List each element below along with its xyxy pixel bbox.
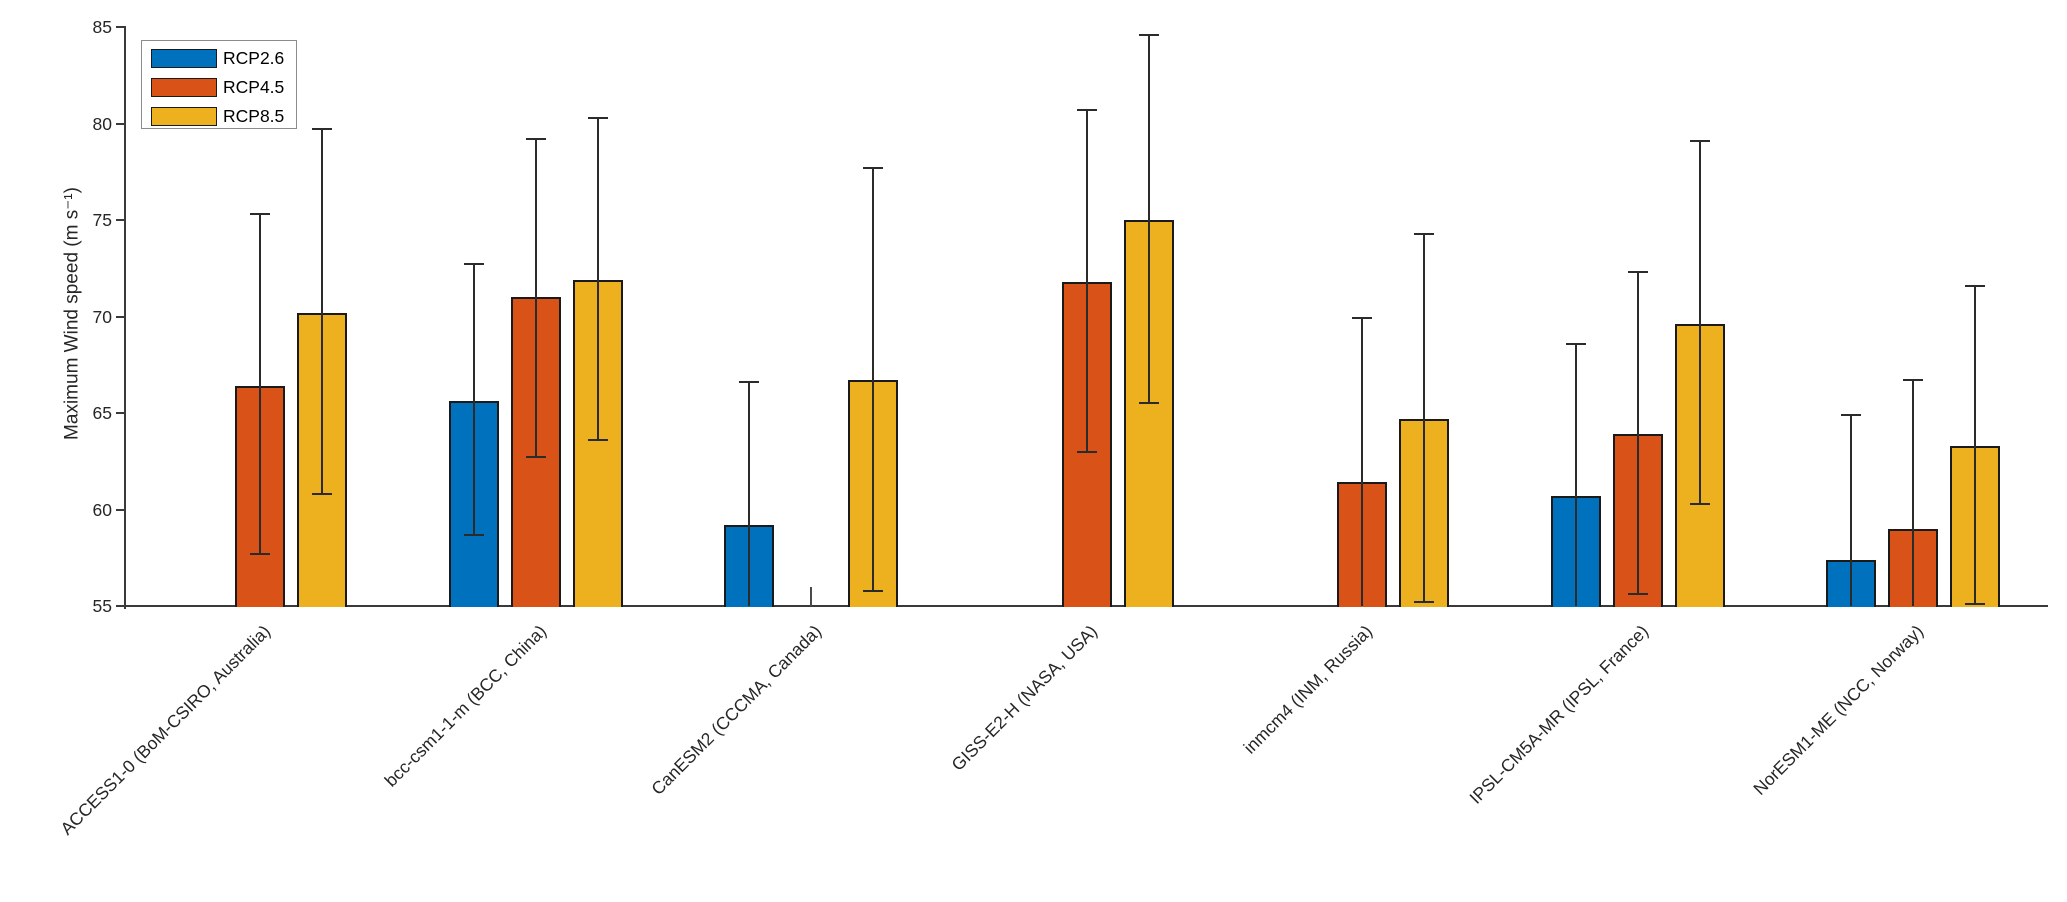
error-cap-bottom — [1138, 402, 1159, 405]
error-cap-top — [1689, 139, 1710, 142]
y-tick-mark — [116, 315, 124, 318]
x-tick-label: GISS-E2-H (NASA, USA) — [946, 621, 1101, 775]
error-cap-bottom — [863, 589, 883, 592]
error-cap-top — [250, 213, 270, 216]
error-whisker — [1147, 34, 1150, 404]
error-whisker — [1574, 343, 1577, 606]
error-cap-top — [863, 166, 883, 169]
error-whisker — [259, 214, 261, 554]
error-cap-top — [1565, 342, 1586, 345]
error-cap-top — [587, 116, 608, 119]
y-tick-mark — [116, 26, 124, 28]
y-tick-label: 85 — [92, 17, 112, 37]
error-cap-bottom — [1414, 601, 1434, 604]
y-tick-mark — [116, 412, 124, 414]
x-tick-label: ACCESS1-0 (BoM-CSIRO, Australia) — [56, 621, 275, 839]
y-tick-mark — [116, 122, 124, 125]
error-cap-top — [739, 381, 759, 384]
error-cap-top — [1352, 317, 1372, 320]
y-tick-label: 65 — [92, 403, 112, 423]
error-cap-bottom — [1965, 603, 1985, 606]
error-whisker — [810, 586, 812, 606]
legend-label-RCP8.5: RCP8.5 — [223, 106, 285, 126]
y-tick-label: 55 — [92, 596, 112, 616]
y-tick-label: 60 — [92, 499, 112, 520]
legend-swatch-RCP8.5 — [151, 107, 217, 126]
error-whisker — [534, 138, 537, 458]
legend: RCP2.6 RCP4.5 RCP8.5 — [141, 40, 297, 129]
legend-label-RCP4.5: RCP4.5 — [223, 77, 285, 97]
error-cap-top — [1414, 232, 1434, 235]
error-cap-top — [1076, 108, 1097, 111]
error-cap-top — [1903, 379, 1923, 382]
error-cap-bottom — [250, 552, 270, 555]
error-whisker — [1698, 140, 1701, 504]
legend-label-RCP2.6: RCP2.6 — [223, 48, 285, 68]
error-cap-top — [1965, 284, 1985, 287]
error-cap-bottom — [1689, 502, 1710, 505]
error-whisker — [1423, 233, 1425, 603]
legend-swatch-RCP2.6 — [151, 49, 217, 68]
error-whisker — [1850, 414, 1852, 606]
error-cap-top — [463, 263, 484, 266]
legend-swatch-RCP4.5 — [151, 78, 217, 97]
error-cap-top — [312, 128, 332, 131]
error-whisker — [872, 167, 874, 591]
x-tick-label: inmcm4 (INM, Russia) — [1239, 621, 1377, 758]
y-tick-mark — [116, 605, 124, 607]
error-cap-bottom — [1627, 593, 1648, 596]
y-tick-mark — [116, 219, 124, 221]
x-tick-label: NorESM1-ME (NCC, Norway) — [1749, 621, 1928, 799]
error-whisker — [1636, 272, 1639, 595]
error-cap-bottom — [312, 493, 332, 496]
error-whisker — [472, 264, 475, 535]
error-whisker — [1912, 380, 1914, 606]
error-cap-top — [1841, 413, 1861, 416]
error-cap-bottom — [525, 456, 546, 459]
error-whisker — [1974, 285, 1976, 605]
error-whisker — [321, 129, 323, 495]
y-tick-label: 75 — [92, 210, 112, 230]
y-axis-spine — [124, 26, 126, 609]
error-cap-top — [1138, 33, 1159, 36]
error-whisker — [1361, 318, 1363, 606]
error-cap-bottom — [587, 439, 608, 442]
error-whisker — [596, 117, 599, 440]
y-tick-mark — [116, 508, 124, 511]
x-tick-label: IPSL-CM5A-MR (IPSL, France) — [1464, 621, 1652, 808]
error-cap-top — [1627, 271, 1648, 274]
x-tick-label: bcc-csm1-1-m (BCC, China) — [380, 621, 550, 791]
y-tick-label: 70 — [92, 306, 112, 327]
x-tick-label: CanESM2 (CCCMA, Canada) — [647, 621, 826, 799]
error-cap-bottom — [463, 533, 484, 536]
error-whisker — [1085, 109, 1088, 452]
y-tick-label: 80 — [92, 113, 112, 134]
error-cap-bottom — [1076, 450, 1097, 453]
error-whisker — [748, 382, 750, 606]
error-cap-top — [525, 137, 546, 140]
